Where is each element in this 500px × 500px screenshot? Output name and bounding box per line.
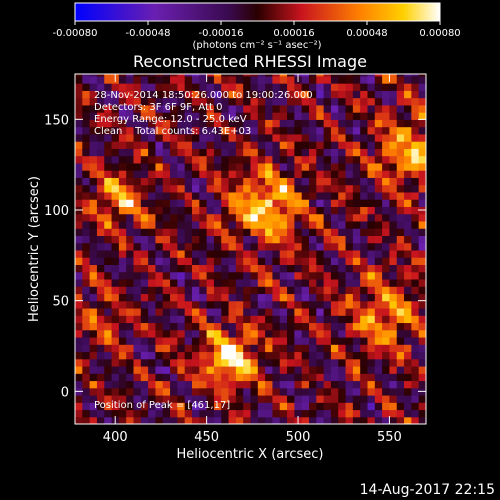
chart-title: Reconstructed RHESSI Image xyxy=(133,52,367,71)
colorbar-tick-label: -0.00080 xyxy=(53,28,98,39)
colorbar-ticks: -0.00080 -0.00048 -0.00016 0.00016 0.00048 0.… xyxy=(53,21,461,39)
colorbar-tick-label: 0.00048 xyxy=(346,28,387,39)
y-tick-label: 50 xyxy=(52,295,69,310)
colorbar: -0.00080 -0.00048 -0.00016 0.00016 0.00048 0.… xyxy=(53,2,461,51)
y-tick-label: 100 xyxy=(44,204,69,219)
info-energy-range: Energy Range: 12.0 - 25.0 keV xyxy=(94,114,247,125)
colorbar-tick-label: 0.00080 xyxy=(419,28,460,39)
plot-area: 400 450 500 550 0 50 100 150 28-Nov-2014 18:50:… xyxy=(44,73,427,445)
x-tick-label: 550 xyxy=(377,430,402,445)
x-tick-label: 450 xyxy=(194,430,219,445)
plot-frame xyxy=(74,73,427,425)
colorbar-label: (photons cm⁻² s⁻¹ asec⁻²) xyxy=(192,40,321,51)
info-clean-counts: Clean Total counts: 6.43E+03 xyxy=(94,126,251,137)
y-tick-label: 150 xyxy=(44,113,69,128)
x-tick-label: 500 xyxy=(286,430,311,445)
info-block: 28-Nov-2014 18:50:26.000 to 19:00:26.000… xyxy=(94,90,313,137)
colorbar-tick-label: -0.00048 xyxy=(126,28,171,39)
colorbar-gradient xyxy=(74,2,441,22)
x-axis-label: Heliocentric X (arcsec) xyxy=(177,447,324,462)
colorbar-tick-label: -0.00016 xyxy=(199,28,244,39)
y-tick-label: 0 xyxy=(61,385,69,400)
info-time-range: 28-Nov-2014 18:50:26.000 to 19:00:26.000 xyxy=(94,90,313,101)
timestamp: 14-Aug-2017 22:15 xyxy=(360,482,495,498)
x-tick-label: 400 xyxy=(103,430,128,445)
y-axis-label: Heliocentric Y (arcsec) xyxy=(27,176,42,322)
peak-position-label: Position of Peak = [461,17] xyxy=(94,400,230,411)
info-detectors: Detectors: 3F 6F 9F, Att 0 xyxy=(94,102,222,113)
heatmap-image xyxy=(75,74,426,424)
axis-ticks: 400 450 500 550 0 50 100 150 xyxy=(44,74,426,445)
colorbar-tick-label: 0.00016 xyxy=(273,28,314,39)
